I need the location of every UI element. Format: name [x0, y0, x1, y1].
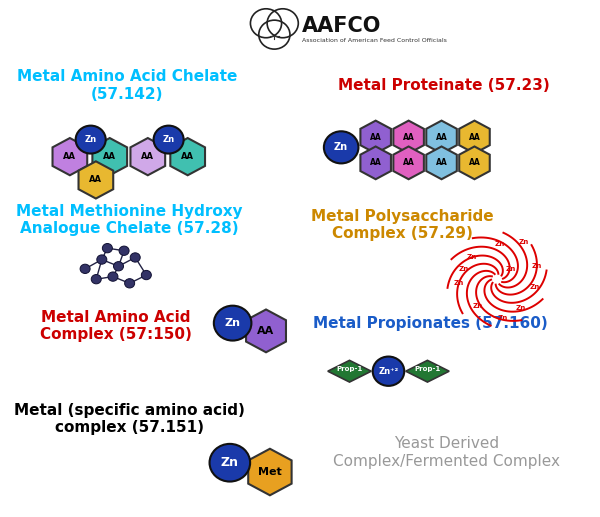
Text: Metal Amino Acid Chelate
(57.142): Metal Amino Acid Chelate (57.142) [17, 69, 237, 101]
Text: Metal Amino Acid
Complex (57:150): Metal Amino Acid Complex (57:150) [40, 310, 191, 342]
Text: AA: AA [181, 152, 194, 161]
Text: AA: AA [142, 152, 154, 161]
Circle shape [97, 255, 107, 264]
Text: AA: AA [103, 152, 116, 161]
Polygon shape [53, 138, 87, 175]
Circle shape [103, 244, 112, 253]
Text: AA: AA [64, 152, 76, 161]
Text: Met: Met [258, 467, 282, 477]
Polygon shape [406, 360, 449, 382]
Text: AA: AA [436, 158, 448, 168]
Polygon shape [426, 120, 457, 154]
Circle shape [125, 279, 134, 288]
Polygon shape [459, 120, 490, 154]
Text: Metal Propionates (57.160): Metal Propionates (57.160) [313, 315, 548, 331]
Circle shape [373, 357, 404, 386]
Circle shape [119, 246, 129, 255]
Polygon shape [394, 120, 424, 154]
Text: AA: AA [403, 158, 415, 168]
Circle shape [113, 262, 124, 271]
Text: Zn: Zn [224, 318, 241, 328]
Text: AA: AA [370, 132, 382, 142]
Text: Zn: Zn [497, 315, 508, 321]
Circle shape [80, 264, 90, 273]
Text: AA: AA [469, 132, 481, 142]
Circle shape [130, 253, 140, 262]
Text: Zn: Zn [85, 135, 97, 144]
Text: AA: AA [89, 175, 103, 185]
Polygon shape [328, 360, 371, 382]
Text: AA: AA [436, 132, 448, 142]
Polygon shape [361, 120, 391, 154]
Text: Zn⁺²: Zn⁺² [379, 367, 398, 376]
Text: AA: AA [469, 158, 481, 168]
Circle shape [324, 131, 358, 163]
Polygon shape [459, 146, 490, 179]
Circle shape [209, 444, 250, 481]
Text: Zn: Zn [506, 266, 516, 272]
Text: Association of American Feed Control Officials: Association of American Feed Control Off… [302, 38, 447, 43]
Polygon shape [170, 138, 205, 175]
Circle shape [214, 306, 251, 341]
Polygon shape [130, 138, 165, 175]
Text: Prop-1: Prop-1 [415, 366, 440, 372]
Text: Metal Methionine Hydroxy
Analogue Chelate (57.28): Metal Methionine Hydroxy Analogue Chelat… [16, 204, 243, 236]
Text: Zn: Zn [163, 135, 175, 144]
Text: Prop-1: Prop-1 [337, 366, 362, 372]
Polygon shape [394, 146, 424, 179]
Text: Zn: Zn [530, 284, 540, 290]
Circle shape [91, 275, 101, 284]
Text: Zn: Zn [454, 280, 464, 286]
Polygon shape [246, 310, 286, 352]
Polygon shape [426, 146, 457, 179]
Text: Zn: Zn [515, 305, 526, 311]
Text: Zn: Zn [458, 266, 469, 272]
Polygon shape [92, 138, 127, 175]
Polygon shape [248, 449, 292, 495]
Text: Zn: Zn [467, 254, 477, 261]
Text: Zn: Zn [532, 263, 542, 269]
Circle shape [76, 126, 106, 154]
Text: Zn: Zn [518, 239, 529, 245]
Text: Metal Proteinate (57.23): Metal Proteinate (57.23) [338, 78, 550, 93]
Text: Zn: Zn [472, 303, 482, 309]
Text: AA: AA [370, 158, 382, 168]
Text: AA: AA [257, 326, 275, 336]
Circle shape [142, 270, 151, 280]
Text: AAFCO: AAFCO [302, 16, 382, 36]
Text: Yeast Derived
Complex/Fermented Complex: Yeast Derived Complex/Fermented Complex [334, 436, 560, 468]
Text: Metal Polysaccharide
Complex (57.29): Metal Polysaccharide Complex (57.29) [311, 209, 494, 241]
Text: Zn: Zn [221, 456, 239, 469]
Circle shape [108, 272, 118, 281]
Text: Zn: Zn [494, 241, 505, 247]
Text: Zn: Zn [334, 142, 348, 153]
Polygon shape [361, 146, 391, 179]
Circle shape [154, 126, 184, 154]
Polygon shape [79, 161, 113, 199]
Text: AA: AA [403, 132, 415, 142]
Text: Metal (specific amino acid)
complex (57.151): Metal (specific amino acid) complex (57.… [14, 403, 245, 435]
